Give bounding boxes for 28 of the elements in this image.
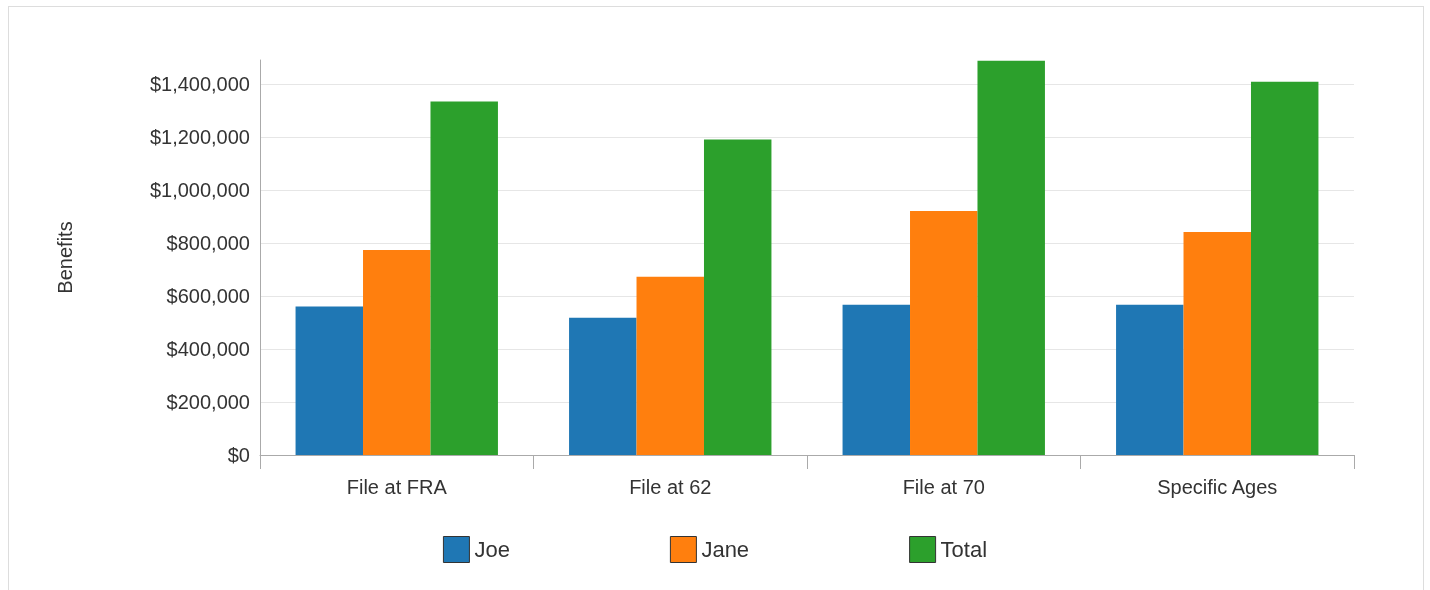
legend-label: Total: [940, 537, 988, 562]
legend-label: Joe: [474, 537, 510, 562]
bar: [910, 211, 978, 455]
bar: [977, 60, 1045, 455]
bar: [1116, 304, 1184, 455]
y-tick-label: $1,000,000: [149, 178, 250, 201]
bar: [1183, 232, 1251, 455]
bar: [636, 276, 704, 455]
bar: [569, 317, 637, 455]
x-tick-label: File at 62: [629, 476, 712, 498]
legend-label: Jane: [701, 537, 750, 562]
x-tick-label: Specific Ages: [1157, 476, 1278, 498]
y-tick-label: $0: [227, 444, 250, 466]
bar: [295, 306, 364, 455]
y-tick-label: $1,200,000: [149, 125, 250, 148]
bar: [430, 101, 498, 455]
bar: [1250, 81, 1319, 455]
y-tick-label: $800,000: [166, 231, 250, 254]
bar: [842, 304, 911, 455]
bar: [363, 250, 431, 455]
x-tick-label: File at 70: [902, 476, 985, 498]
y-tick-label: $400,000: [166, 337, 250, 360]
y-axis-title: Benefits: [54, 221, 76, 294]
y-tick-label: $200,000: [166, 390, 250, 413]
y-tick-label: $1,400,000: [149, 72, 250, 95]
y-tick-label: $600,000: [166, 284, 250, 307]
bar: [703, 139, 772, 455]
x-tick-label: File at FRA: [346, 476, 448, 498]
